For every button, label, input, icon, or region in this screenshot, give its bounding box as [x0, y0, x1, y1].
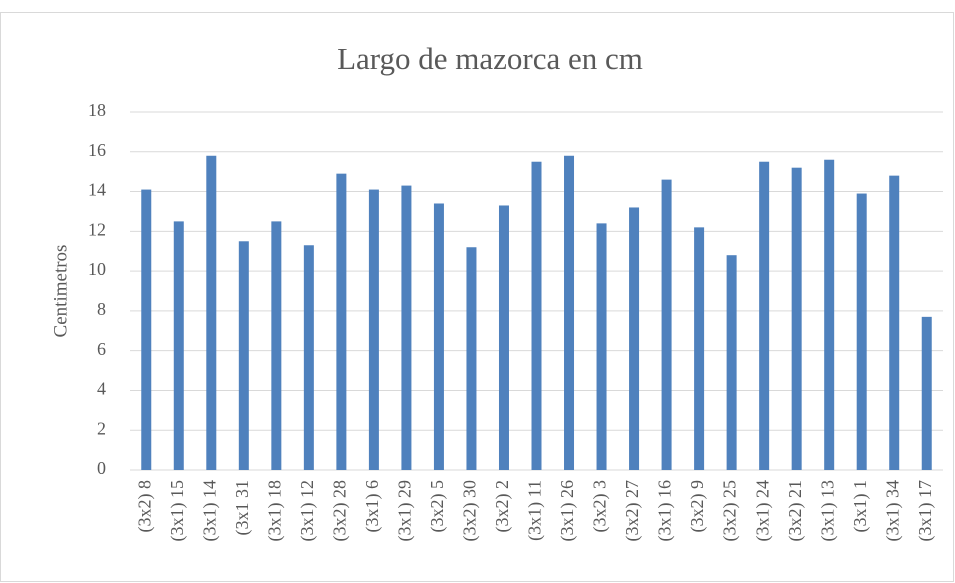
x-tick-label: (3x2) 27: [622, 480, 643, 542]
y-tick-label: 2: [97, 418, 106, 438]
x-tick-label: (3x1) 26: [557, 480, 578, 542]
bar: [629, 207, 640, 470]
bar: [856, 193, 867, 471]
y-axis-title: Centimetros: [50, 245, 71, 338]
x-tick-label: (3x1) 11: [525, 480, 546, 541]
bar: [401, 185, 412, 471]
bar: [303, 245, 314, 470]
x-tick-label: (3x1 31: [232, 480, 253, 536]
x-tick-label: (3x1) 29: [395, 480, 416, 542]
bar: [368, 189, 379, 471]
bar: [759, 161, 770, 470]
y-tick-label: 10: [88, 259, 106, 279]
x-tick-label: (3x2) 3: [590, 480, 611, 533]
x-tick-label: (3x2) 5: [427, 480, 448, 533]
bar: [498, 205, 509, 470]
bar: [921, 316, 932, 470]
x-tick-label: (3x2) 9: [687, 480, 708, 533]
y-tick-label: 18: [88, 100, 106, 120]
bar: [564, 155, 575, 470]
x-tick-label: (3x2) 8: [134, 480, 155, 533]
bar: [466, 247, 477, 470]
y-tick-label: 12: [88, 219, 106, 239]
bar: [694, 227, 705, 470]
bar: [791, 167, 802, 470]
x-tick-label: (3x1) 6: [362, 480, 383, 533]
y-tick-label: 0: [97, 458, 106, 478]
bar: [824, 159, 835, 470]
x-tick-label: (3x1) 15: [167, 480, 188, 542]
x-tick-label: (3x2) 21: [785, 480, 806, 542]
x-tick-label: (3x1) 18: [264, 480, 285, 542]
x-tick-label: (3x2) 30: [460, 480, 481, 542]
x-tick-label: (3x1) 16: [655, 480, 676, 542]
bar: [336, 173, 347, 470]
y-tick-label: 6: [97, 339, 106, 359]
x-tick-label: (3x2) 28: [330, 480, 351, 542]
bar: [238, 241, 249, 470]
chart-title: Largo de mazorca en cm: [337, 41, 643, 76]
y-tick-label: 8: [97, 299, 106, 319]
y-tick-label: 4: [97, 379, 106, 399]
bar: [889, 175, 900, 470]
bar: [173, 221, 184, 470]
x-tick-label: (3x1) 34: [882, 480, 903, 542]
bar: [596, 223, 607, 470]
bar: [141, 189, 152, 471]
x-tick-label: (3x2) 25: [720, 480, 741, 542]
bar: [433, 203, 444, 470]
x-tick-label: (3x1) 12: [297, 480, 318, 542]
y-tick-label: 14: [88, 180, 106, 200]
bar: [531, 161, 542, 470]
x-tick-label: (3x1) 1: [850, 480, 871, 533]
bar: [661, 179, 672, 470]
x-tick-label: (3x1) 13: [817, 480, 838, 542]
x-tick-label: (3x1) 17: [915, 480, 936, 542]
x-tick-label: (3x1) 24: [752, 480, 773, 542]
x-tick-label: (3x1) 14: [199, 480, 220, 542]
bar: [726, 255, 737, 470]
bar: [271, 221, 282, 470]
y-tick-label: 16: [88, 140, 106, 160]
x-tick-label: (3x2) 2: [492, 480, 513, 533]
bar: [206, 155, 217, 470]
